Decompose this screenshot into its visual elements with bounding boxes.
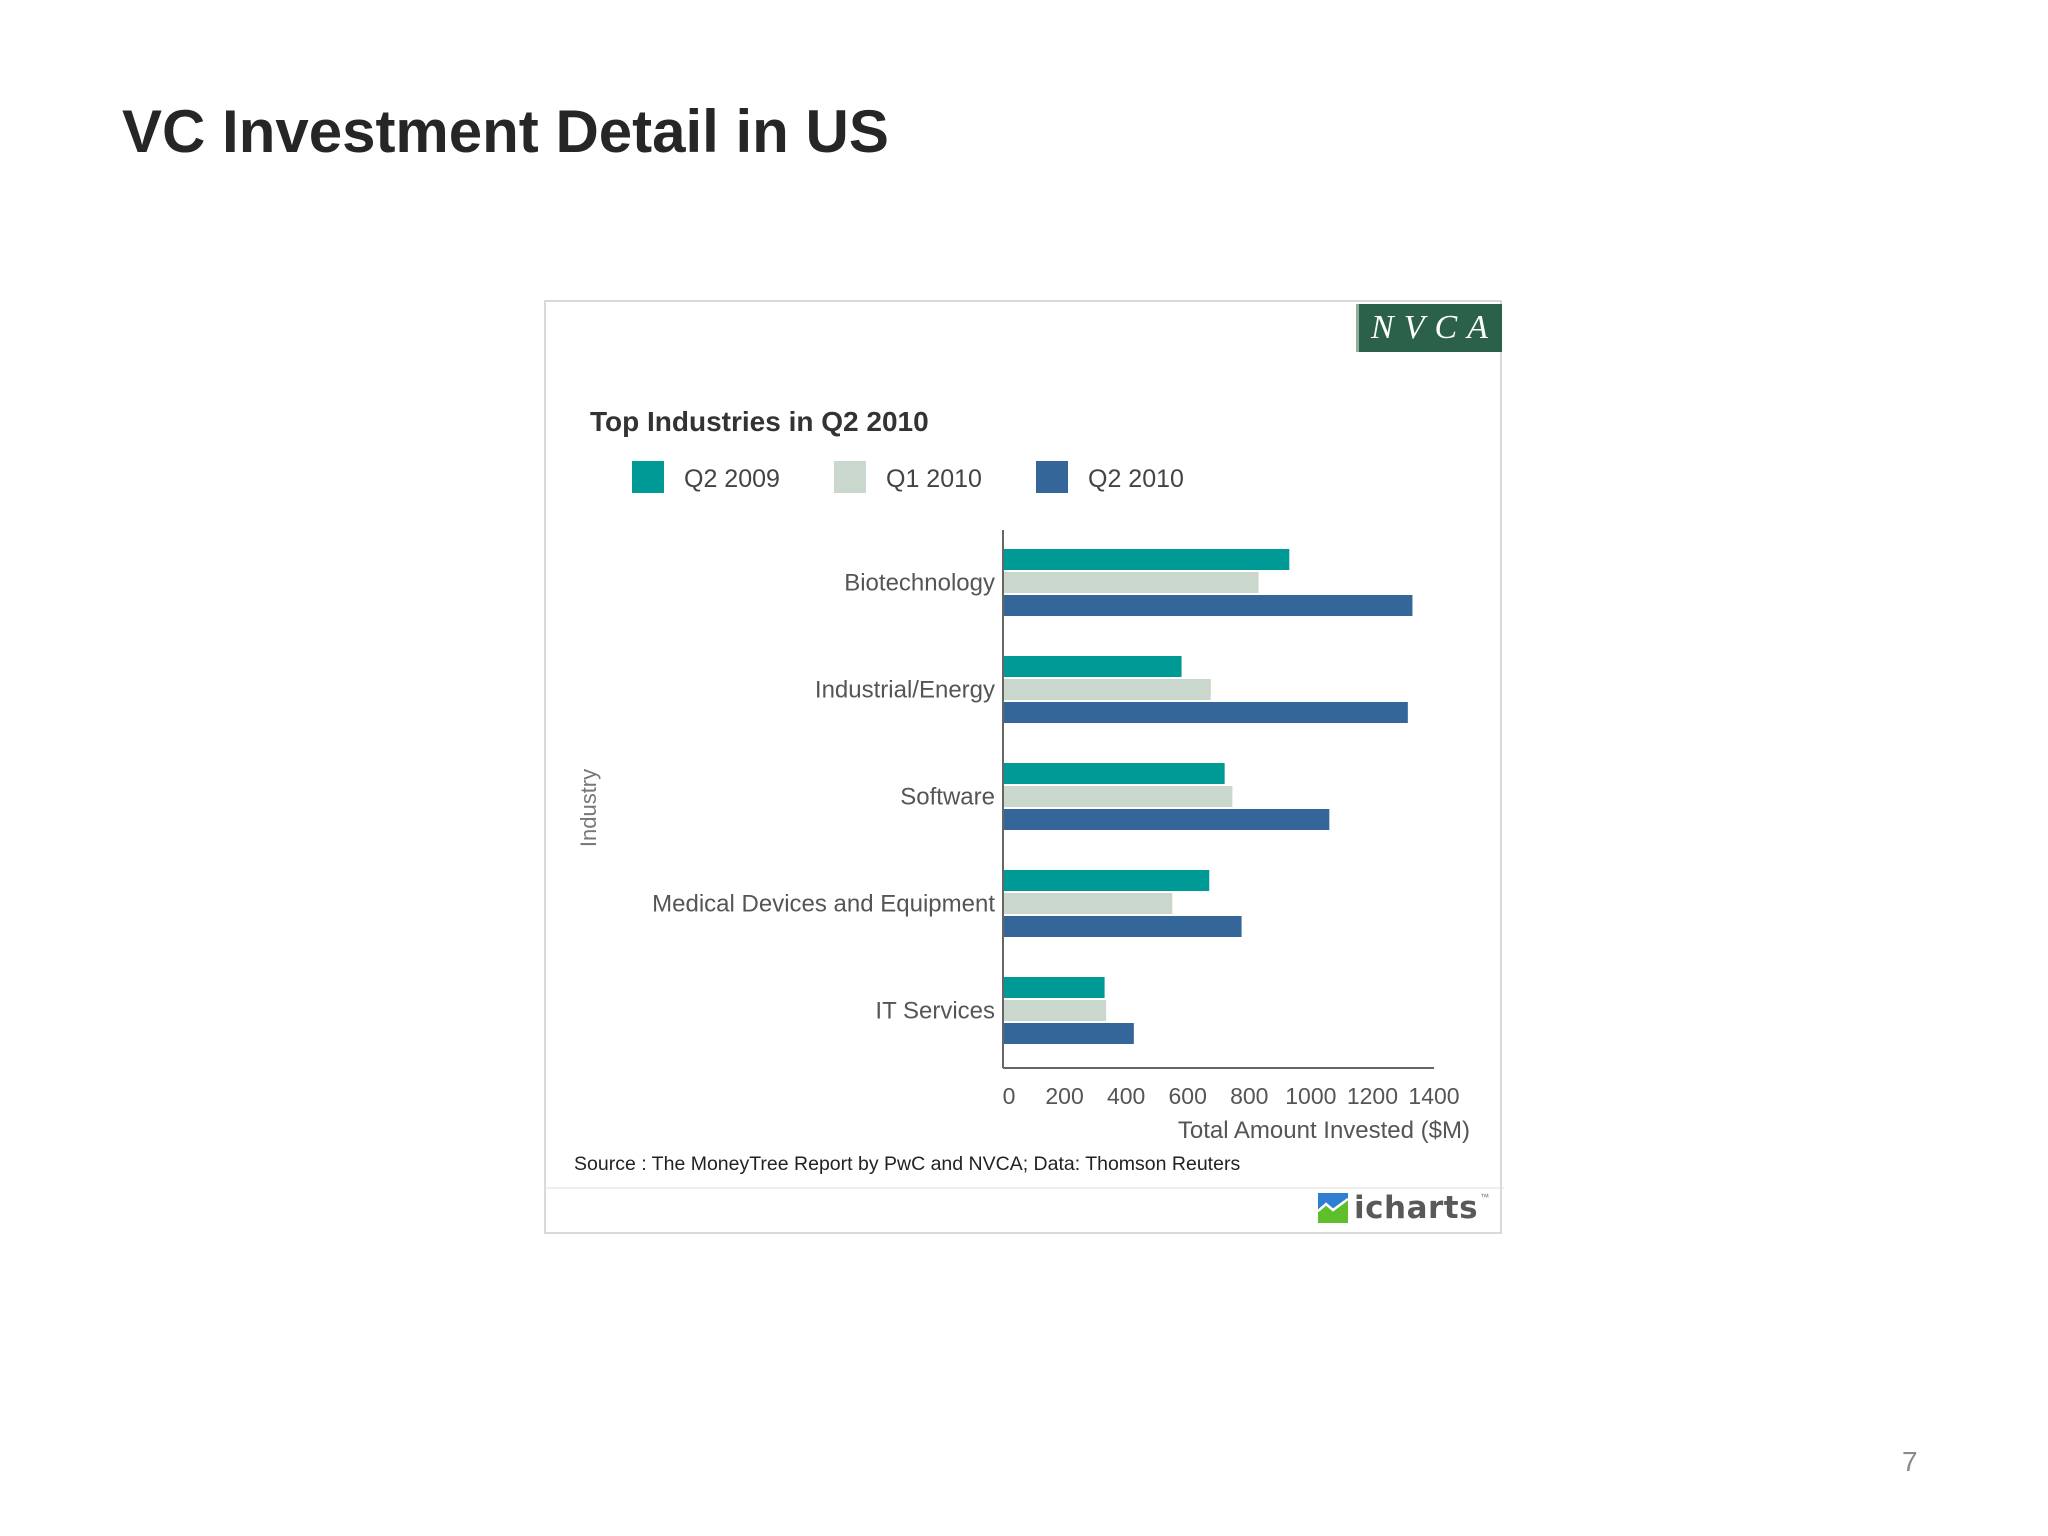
bar bbox=[1004, 893, 1173, 914]
bar bbox=[1004, 1000, 1107, 1021]
x-tick-label: 1400 bbox=[1408, 1083, 1459, 1109]
bar bbox=[1004, 549, 1290, 570]
x-tick-label: 800 bbox=[1230, 1083, 1268, 1109]
legend-swatch bbox=[834, 461, 866, 493]
bar bbox=[1004, 595, 1413, 616]
bar bbox=[1004, 1023, 1134, 1044]
chart-legend: Q2 2009 Q1 2010 Q2 2010 bbox=[632, 461, 1184, 493]
category-label: Industrial/Energy bbox=[815, 677, 995, 704]
bar bbox=[1004, 572, 1259, 593]
bar bbox=[1004, 870, 1210, 891]
x-tick-label: 1200 bbox=[1347, 1083, 1398, 1109]
category-label: Medical Devices and Equipment bbox=[652, 891, 995, 918]
y-axis-title: Industry bbox=[576, 769, 601, 847]
bar bbox=[1004, 763, 1225, 784]
legend-swatch bbox=[1036, 461, 1068, 493]
chart-axes: 0 200 400 600 800 1000 1200 1400 bbox=[1002, 530, 1460, 1109]
bar-group: Biotechnology Industrial/Energy Software Me… bbox=[652, 549, 1413, 1044]
nvca-logo: NVCA bbox=[1356, 304, 1502, 352]
legend-label: Q2 2010 bbox=[1088, 465, 1184, 493]
category-label: Biotechnology bbox=[844, 570, 995, 597]
bar bbox=[1004, 786, 1233, 807]
bar bbox=[1004, 916, 1242, 937]
slide-title: VC Investment Detail in US bbox=[122, 98, 889, 165]
chart-title: Top Industries in Q2 2010 bbox=[590, 406, 929, 437]
legend-swatch bbox=[632, 461, 664, 493]
bar bbox=[1004, 977, 1105, 998]
category-label: IT Services bbox=[875, 998, 995, 1025]
x-tick-label: 600 bbox=[1169, 1083, 1207, 1109]
icharts-logo: icharts ™ bbox=[1318, 1190, 1489, 1226]
source-note: Source : The MoneyTree Report by PwC and… bbox=[574, 1153, 1240, 1175]
x-axis-title: Total Amount Invested ($M) bbox=[1178, 1117, 1470, 1144]
x-tick-label: 1000 bbox=[1285, 1083, 1336, 1109]
bar bbox=[1004, 809, 1330, 830]
category-label: Software bbox=[900, 784, 995, 811]
x-tick-label: 400 bbox=[1107, 1083, 1145, 1109]
icharts-trademark: ™ bbox=[1480, 1192, 1490, 1202]
x-tick-label: 0 bbox=[1003, 1083, 1016, 1109]
x-tick-label: 200 bbox=[1045, 1083, 1083, 1109]
legend-label: Q2 2009 bbox=[684, 465, 780, 493]
bar bbox=[1004, 702, 1408, 723]
chart-frame: NVCA Top Industries in Q2 2010 Q2 2009 Q1… bbox=[544, 300, 1504, 1234]
page-number: 7 bbox=[1902, 1446, 1918, 1477]
bar bbox=[1004, 656, 1182, 677]
bar bbox=[1004, 679, 1211, 700]
icharts-chart-icon bbox=[1318, 1193, 1348, 1223]
icharts-wordmark: icharts bbox=[1354, 1190, 1479, 1226]
bar-chart: Top Industries in Q2 2010 Q2 2009 Q1 2010… bbox=[546, 406, 1504, 1189]
legend-label: Q1 2010 bbox=[886, 465, 982, 493]
